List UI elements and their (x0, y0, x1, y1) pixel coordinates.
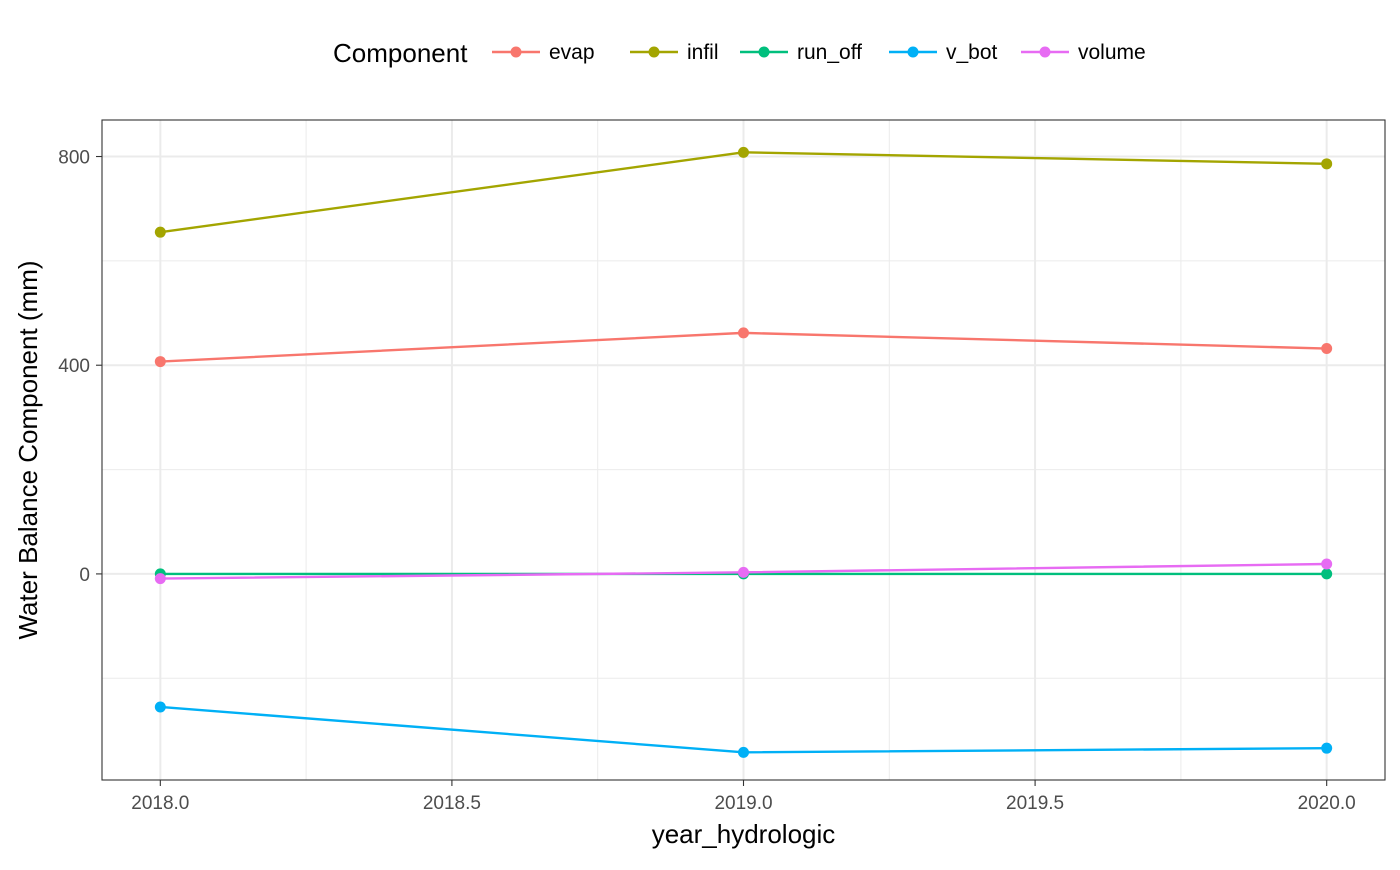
x-tick-label: 2020.0 (1298, 793, 1356, 814)
data-point-run_off (1321, 568, 1333, 580)
legend-label-volume: volume (1078, 41, 1146, 64)
data-point-v_bot (738, 746, 749, 758)
x-tick-label: 2019.0 (714, 793, 772, 814)
data-point-volume (154, 573, 166, 585)
data-point-volume (1321, 558, 1333, 570)
data-point-evap (154, 356, 166, 368)
data-point-v_bot (1321, 742, 1333, 754)
data-point-evap (1321, 343, 1333, 355)
legend-key-point-run_off (758, 46, 770, 58)
legend-label-evap: evap (549, 41, 595, 64)
legend-key-point-v_bot (907, 46, 919, 58)
legend: Component evap infil run_off v_bot volume (333, 38, 1146, 68)
legend-label-v_bot: v_bot (946, 41, 998, 64)
y-tick-label: 0 (79, 565, 90, 586)
legend-label-run_off: run_off (797, 41, 862, 64)
y-tick-label: 400 (58, 356, 90, 377)
series-layer (154, 146, 1333, 758)
x-tick-label: 2019.5 (1006, 793, 1064, 814)
data-point-infil (738, 146, 749, 158)
legend-key-point-evap (510, 46, 522, 58)
data-point-v_bot (154, 701, 166, 713)
tick-layer: 2018.0 2018.5 2019.0 2019.5 2020.0 0 400 800 (58, 148, 1355, 814)
grid-layer (102, 120, 1385, 780)
y-axis-title: Water Balance Component (mm) (13, 260, 43, 639)
x-tick-label: 2018.0 (131, 793, 189, 814)
y-tick-label: 800 (58, 148, 90, 169)
data-point-infil (154, 226, 166, 238)
x-tick-label: 2018.5 (423, 793, 481, 814)
legend-key-point-volume (1039, 46, 1051, 58)
data-point-evap (738, 327, 749, 339)
data-point-volume (738, 566, 749, 578)
data-point-infil (1321, 158, 1333, 170)
legend-title: Component (333, 38, 468, 68)
x-axis-title: year_hydrologic (652, 819, 836, 849)
legend-key-point-infil (648, 46, 660, 58)
legend-label-infil: infil (687, 41, 719, 64)
